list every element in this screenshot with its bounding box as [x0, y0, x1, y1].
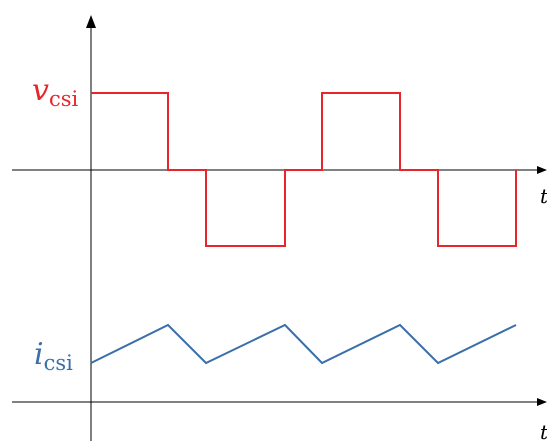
voltage-label-symbol: v — [32, 73, 49, 108]
voltage-waveform — [91, 92, 517, 247]
voltage-label: vcsi — [32, 73, 78, 111]
current-waveform — [90, 323, 517, 365]
vertical-axis-arrow-icon — [86, 15, 96, 28]
current-label-subscript: csi — [44, 351, 74, 375]
current-label: icsi — [34, 337, 73, 375]
voltage-label-subscript: csi — [49, 87, 79, 111]
voltage-time-axis-label: t — [540, 184, 547, 208]
current-time-axis-label: t — [540, 420, 547, 441]
voltage-time-axis-arrow-icon — [537, 166, 547, 174]
current-time-axis-arrow-icon — [537, 398, 547, 406]
current-label-symbol: i — [34, 337, 44, 372]
